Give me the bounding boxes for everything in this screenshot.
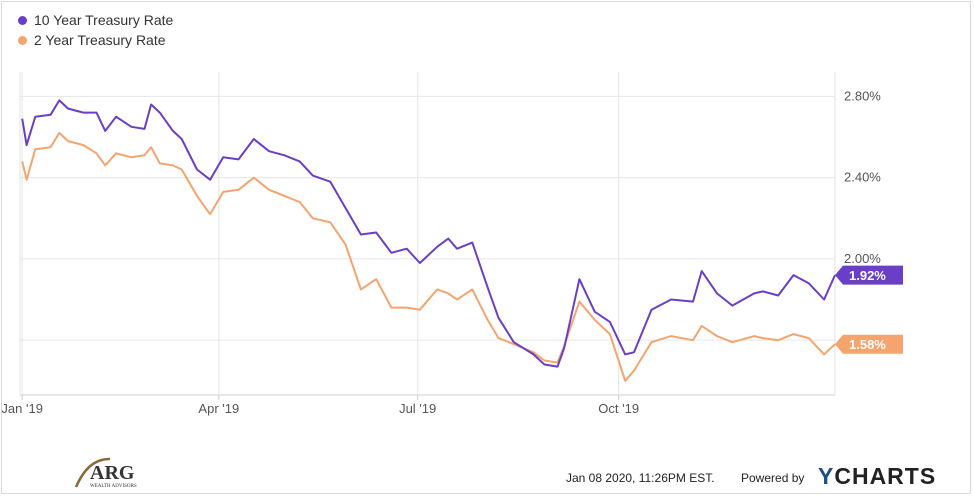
badge-shape	[835, 265, 903, 285]
svg-text:ARG: ARG	[90, 462, 135, 484]
timestamp: Jan 08 2020, 11:26PM EST.	[566, 471, 715, 485]
last-value-badge-10-year: 1.92%	[835, 265, 903, 285]
last-value-badge-2-year: 1.58%	[835, 334, 903, 354]
legend-item-2-year[interactable]: 2 Year Treasury Rate	[18, 30, 173, 50]
y-tick-label: 2.80%	[844, 88, 881, 103]
x-tick-label: Jan '19	[1, 401, 43, 416]
x-tick-label: Oct '19	[598, 401, 639, 416]
series-lines	[21, 99, 836, 382]
series-line-2-year[interactable]	[21, 131, 836, 382]
badge-shape	[835, 334, 903, 354]
y-tick-label: 2.40%	[844, 170, 881, 185]
series-line-10-year[interactable]	[21, 99, 836, 368]
y-tick-label: 2.00%	[844, 251, 881, 266]
footer: ARG WEALTH ADVISORS Jan 08 2020, 11:26PM…	[0, 455, 974, 495]
badge-label: 1.58%	[849, 337, 886, 352]
legend-dot-2-year	[18, 35, 27, 45]
legend-item-10-year[interactable]: 10 Year Treasury Rate	[18, 10, 173, 30]
ycharts-logo-y: Y	[818, 463, 835, 489]
legend-label-2-year: 2 Year Treasury Rate	[34, 32, 166, 48]
legend-dot-10-year	[18, 15, 27, 25]
x-tick-label: Jul '19	[399, 401, 436, 416]
ycharts-logo-text: CHARTS	[834, 463, 937, 489]
last-value-badges: 1.92% 1.58%	[835, 265, 903, 354]
x-tick-label: Apr '19	[198, 401, 239, 416]
powered-by-label: Powered by	[741, 471, 805, 485]
badge-label: 1.92%	[849, 268, 886, 283]
svg-text:WEALTH ADVISORS: WEALTH ADVISORS	[90, 484, 137, 489]
arg-logo-icon: ARG WEALTH ADVISORS	[74, 457, 137, 489]
legend: 10 Year Treasury Rate 2 Year Treasury Ra…	[18, 10, 173, 50]
ycharts-logo-icon[interactable]: YCHARTS	[818, 463, 936, 490]
legend-label-10-year: 10 Year Treasury Rate	[34, 12, 174, 28]
grid	[19, 72, 836, 400]
